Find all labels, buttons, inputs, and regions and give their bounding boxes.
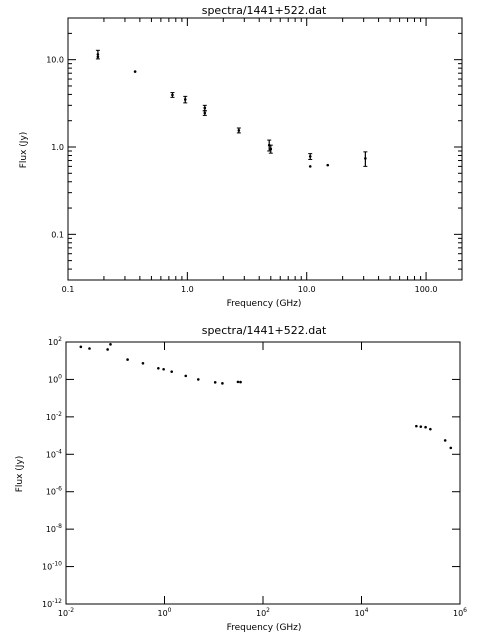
data-point xyxy=(141,361,145,365)
data-point xyxy=(449,446,453,450)
data-point xyxy=(171,93,174,97)
data-point xyxy=(443,439,447,442)
x-tick-exponent: 2 xyxy=(266,607,270,614)
x-tick-label: 104 xyxy=(354,607,368,618)
x-tick-base: 10 xyxy=(256,609,266,618)
chart-top-title: spectra/1441+522.dat xyxy=(202,4,327,17)
data-point xyxy=(170,370,173,373)
data-point xyxy=(308,165,312,168)
chart-bottom-points xyxy=(79,343,453,450)
data-point xyxy=(308,155,312,158)
chart-top-tick-labels: 0.1 1.0 10.0 100.0 0.1 1.0 10.0 xyxy=(46,56,437,294)
y-tick-label: 10-8 xyxy=(46,523,62,534)
x-tick-base: 10 xyxy=(157,609,167,618)
data-point xyxy=(96,53,100,56)
chart-top-ylabel: Flux (Jy) xyxy=(19,132,29,169)
chart-bottom-ticks xyxy=(65,341,461,605)
y-tick-label: 10-2 xyxy=(46,411,62,422)
data-point xyxy=(88,347,91,350)
y-tick-label: 0.1 xyxy=(51,230,64,239)
chart-bottom-xlabel: Frequency (GHz) xyxy=(227,623,302,633)
chart-bottom-title: spectra/1441+522.dat xyxy=(202,324,327,337)
data-point xyxy=(109,343,112,346)
x-tick-exponent: 6 xyxy=(463,607,467,614)
y-tick-exponent: -4 xyxy=(56,448,62,455)
y-tick-exponent: -2 xyxy=(56,411,62,418)
x-tick-base: 10 xyxy=(453,609,463,618)
y-tick-base: 10 xyxy=(48,375,58,384)
data-point xyxy=(415,424,418,428)
data-point xyxy=(326,163,330,167)
chart-top: spectra/1441+522.dat Frequency (GHz) Flu… xyxy=(19,4,463,309)
y-tick-base: 10 xyxy=(46,488,56,497)
chart-bottom: spectra/1441+522.dat Frequency (GHz) Flu… xyxy=(15,324,467,633)
data-point xyxy=(221,382,224,385)
x-tick-label: 102 xyxy=(256,607,270,618)
data-point xyxy=(133,70,137,73)
y-tick-base: 10 xyxy=(48,338,58,347)
chart-top-frame xyxy=(67,17,463,281)
y-tick-base: 10 xyxy=(42,600,52,609)
x-tick-exponent: 0 xyxy=(168,607,172,614)
y-tick-label: 100 xyxy=(48,373,62,384)
data-point xyxy=(203,111,207,115)
x-tick-label: 106 xyxy=(453,607,467,618)
x-tick-label: 0.1 xyxy=(62,285,75,294)
data-point xyxy=(96,55,100,59)
data-point xyxy=(126,358,129,361)
x-tick-label: 10.0 xyxy=(298,285,316,294)
chart-top-points xyxy=(95,49,368,168)
data-point xyxy=(429,427,432,431)
x-tick-label: 100 xyxy=(157,607,171,618)
y-tick-base: 10 xyxy=(42,563,52,572)
y-tick-label: 102 xyxy=(48,336,62,347)
y-tick-exponent: 2 xyxy=(58,336,62,343)
data-point xyxy=(236,380,240,384)
data-point xyxy=(196,378,200,381)
x-tick-label: 10-2 xyxy=(58,607,74,618)
x-tick-exponent: -2 xyxy=(68,607,74,614)
y-tick-label: 10-6 xyxy=(46,486,62,497)
y-tick-exponent: -6 xyxy=(56,486,62,493)
y-tick-label: 10-4 xyxy=(46,448,62,459)
data-point xyxy=(162,367,165,371)
x-tick-exponent: 4 xyxy=(365,607,369,614)
data-point xyxy=(419,425,423,428)
y-tick-base: 10 xyxy=(46,413,56,422)
y-tick-exponent: -10 xyxy=(52,561,62,568)
data-point xyxy=(157,366,160,370)
x-tick-base: 10 xyxy=(354,609,364,618)
data-point xyxy=(237,129,241,132)
y-tick-label: 10-12 xyxy=(42,598,62,609)
y-tick-exponent: -8 xyxy=(56,523,62,530)
y-tick-exponent: 0 xyxy=(58,373,62,380)
y-tick-exponent: -12 xyxy=(52,598,62,605)
y-tick-label: 10.0 xyxy=(46,56,64,65)
x-tick-label: 100.0 xyxy=(415,285,438,294)
data-point xyxy=(79,345,83,349)
chart-bottom-ylabel: Flux (Jy) xyxy=(15,456,25,493)
data-point xyxy=(184,374,188,378)
y-tick-label: 10-10 xyxy=(42,561,62,572)
chart-bottom-frame xyxy=(65,341,461,605)
data-point xyxy=(106,348,109,351)
y-tick-label: 1.0 xyxy=(51,143,64,152)
data-point xyxy=(203,106,207,110)
chart-top-xlabel: Frequency (GHz) xyxy=(227,299,302,309)
y-tick-base: 10 xyxy=(46,525,56,534)
chart-top-ticks xyxy=(67,18,462,280)
x-tick-label: 1.0 xyxy=(181,285,194,294)
data-point xyxy=(213,381,217,384)
x-tick-base: 10 xyxy=(58,609,68,618)
y-tick-base: 10 xyxy=(46,450,56,459)
data-point xyxy=(183,98,187,101)
chart-bottom-tick-labels: 10-2 100 102 104 10610210010-210-410-610-810… xyxy=(42,336,467,618)
data-point xyxy=(364,157,367,160)
data-point xyxy=(269,147,273,151)
data-point xyxy=(239,380,242,384)
data-point xyxy=(424,425,427,429)
